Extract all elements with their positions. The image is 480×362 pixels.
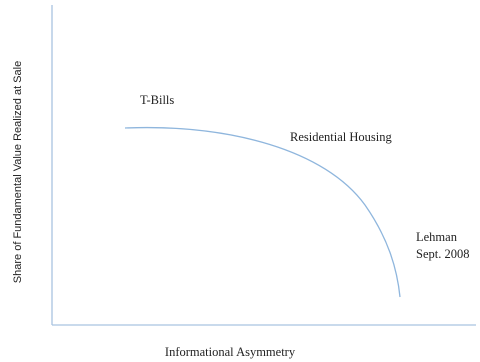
annotation: Residential Housing (290, 130, 392, 144)
annotation: Lehman (416, 230, 458, 244)
x-axis-label: Informational Asymmetry (165, 345, 296, 359)
annotation: Sept. 2008 (416, 247, 469, 261)
y-axis-label: Share of Fundamental Value Realized at S… (12, 61, 24, 283)
curve (124, 126, 401, 298)
annotation: T-Bills (140, 93, 174, 107)
